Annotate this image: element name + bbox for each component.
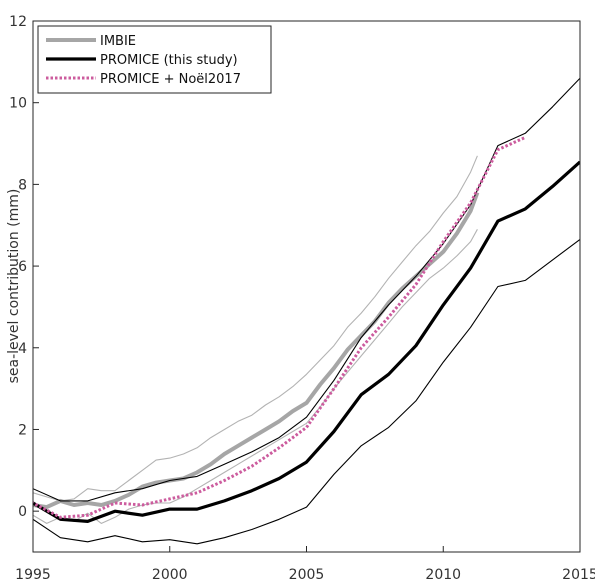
x-axis: 1995 2000 2005 2010 2015 — [15, 546, 595, 583]
legend-label-imbie: IMBIE — [100, 34, 136, 49]
legend-label-promice: PROMICE (this study) — [100, 53, 238, 68]
y-axis-label: sea-level contribution (mm) — [6, 189, 22, 384]
legend-label-noel: PROMICE + Noël2017 — [100, 72, 241, 87]
legend: IMBIE PROMICE (this study) PROMICE + Noë… — [37, 25, 272, 94]
y-tick-label: 8 — [18, 177, 27, 193]
y-tick-label: 6 — [18, 259, 27, 275]
y-tick-label: 2 — [18, 422, 27, 438]
x-tick-label: 2005 — [289, 567, 325, 583]
series-line-promice-lower — [33, 239, 580, 545]
series-line-imbie — [33, 191, 480, 510]
series-line-noel — [33, 136, 526, 519]
series-line-imbie-lower — [33, 229, 478, 524]
x-tick-label: 2010 — [425, 567, 461, 583]
x-tick-label: 1995 — [15, 567, 51, 583]
x-tick-label: 2015 — [562, 567, 595, 583]
series-line-promice-upper — [33, 77, 580, 502]
series-layer — [33, 77, 580, 545]
y-tick-label: 10 — [9, 96, 27, 112]
y-tick-label: 0 — [18, 504, 27, 520]
y-axis: 0 2 4 6 8 10 12 — [9, 14, 39, 520]
y-tick-label: 12 — [9, 14, 27, 30]
series-line-imbie-upper — [33, 155, 478, 502]
y-tick-label: 4 — [18, 341, 27, 357]
plot-area — [32, 20, 581, 553]
x-tick-label: 2000 — [152, 567, 188, 583]
series-line-promice — [33, 160, 580, 524]
